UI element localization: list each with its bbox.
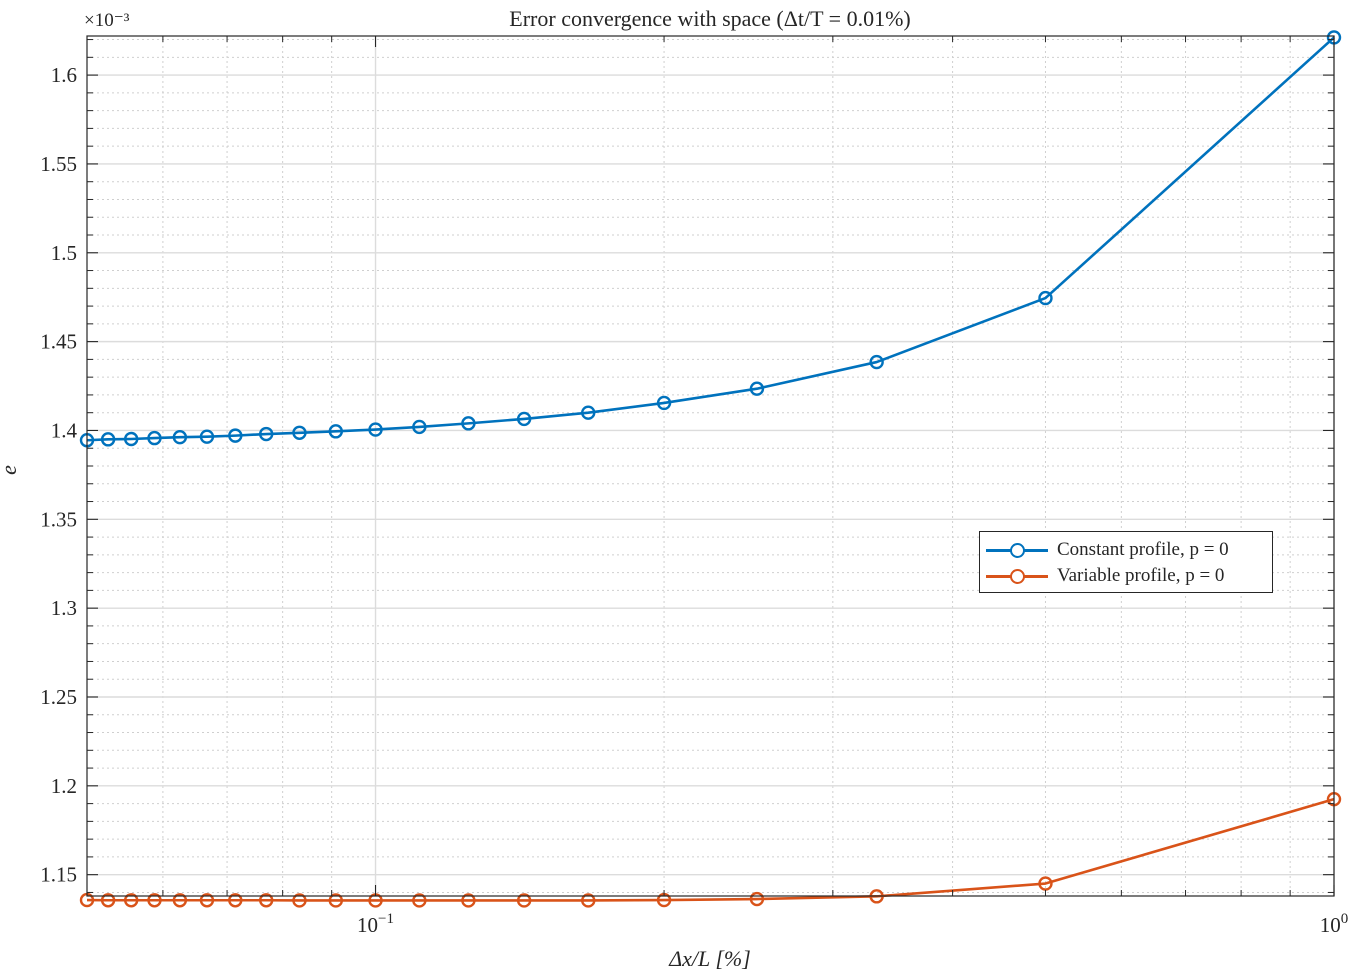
- legend-marker-variable: [1010, 569, 1025, 584]
- tick-labels: 1.15 1.2 1.25 1.3 1.35 1.4 1.45 1.5 1.55 1.6 10−1 1…: [40, 63, 1348, 937]
- data-point-0: [123, 431, 139, 447]
- data-point-0: [1038, 290, 1053, 306]
- data-point-1: [749, 891, 765, 907]
- data-point-0: [749, 381, 765, 396]
- data-point-1: [581, 893, 596, 908]
- data-point-1: [258, 893, 274, 908]
- data-point-0: [581, 405, 596, 420]
- data-point-0: [412, 419, 427, 435]
- data-point-1: [328, 893, 344, 908]
- series-line-0: [86, 36, 1335, 442]
- y-tick-label: 1.4: [51, 418, 78, 442]
- y-tick-label: 1.15: [40, 863, 77, 887]
- legend-entry-constant: Constant profile, p = 0: [980, 537, 1272, 563]
- data-point-1: [228, 893, 243, 908]
- data-point-0: [869, 354, 884, 370]
- legend-entry-variable: Variable profile, p = 0: [980, 563, 1272, 589]
- data-point-0: [147, 430, 162, 446]
- legend: Constant profile, p = 0 Variable profile…: [979, 531, 1273, 593]
- data-point-0: [100, 432, 116, 447]
- data-point-1: [123, 893, 139, 908]
- data-point-0: [368, 422, 383, 437]
- legend-marker-constant: [1010, 543, 1025, 558]
- x-tick-label: 100: [1320, 911, 1349, 937]
- data-point-1: [412, 893, 427, 908]
- data-point-0: [258, 426, 274, 442]
- y-tick-label: 1.55: [40, 152, 77, 176]
- data-point-1: [100, 893, 116, 908]
- y-tick-label: 1.45: [40, 330, 77, 354]
- data-point-0: [461, 416, 476, 431]
- data-point-0: [199, 429, 215, 444]
- x-axis-label: Δx/L [%]: [668, 946, 751, 971]
- x-tick-label: 10−1: [357, 911, 394, 937]
- y-tick-label: 1.2: [51, 774, 77, 798]
- data-point-0: [172, 430, 188, 445]
- data-point-0: [228, 428, 243, 443]
- data-point-1: [147, 893, 162, 908]
- axes-box: [86, 35, 1335, 897]
- data-point-1: [172, 893, 188, 908]
- series-line-1: [86, 797, 1335, 902]
- y-axis-label: e: [0, 465, 21, 475]
- ticks-layer: [86, 36, 1335, 896]
- series-layer: [79, 30, 1342, 908]
- data-point-0: [292, 425, 307, 440]
- major-grid: [87, 36, 1335, 896]
- data-point-1: [199, 893, 215, 908]
- y-tick-label: 1.6: [51, 63, 77, 87]
- data-point-1: [1038, 876, 1053, 891]
- minor-grid: [86, 36, 1334, 896]
- y-tick-label: 1.5: [51, 241, 77, 265]
- data-point-1: [516, 893, 532, 908]
- data-point-0: [656, 395, 672, 411]
- chart-title: Error convergence with space (Δt/T = 0.0…: [509, 6, 910, 31]
- data-point-1: [461, 893, 476, 908]
- legend-label-variable: Variable profile, p = 0: [1057, 565, 1225, 586]
- legend-label-constant: Constant profile, p = 0: [1057, 539, 1229, 560]
- y-tick-label: 1.25: [40, 685, 77, 709]
- y-multiplier: ×10⁻³: [84, 10, 130, 31]
- data-point-0: [328, 424, 344, 439]
- y-tick-label: 1.35: [40, 507, 77, 531]
- data-point-0: [516, 411, 532, 427]
- data-point-1: [292, 893, 307, 908]
- y-tick-label: 1.3: [51, 596, 77, 620]
